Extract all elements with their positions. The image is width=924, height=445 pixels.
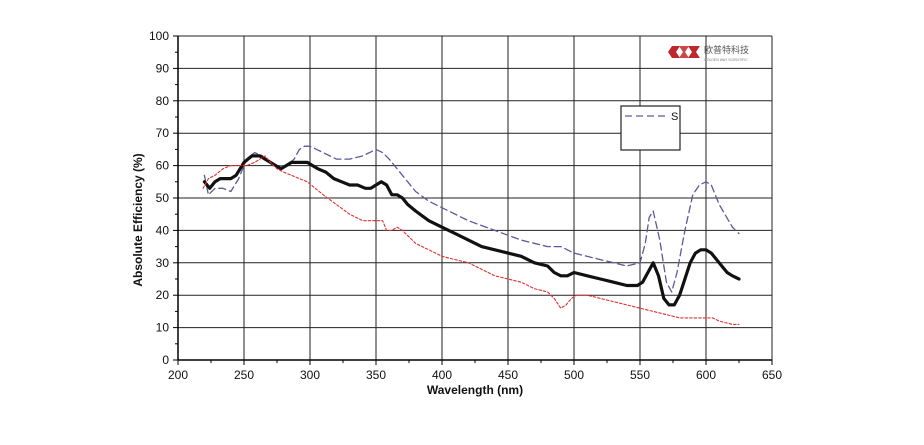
y-tick-label: 90	[156, 61, 170, 75]
y-tick-label: 100	[149, 29, 169, 43]
series-group	[202, 145, 741, 325]
y-tick-label: 70	[156, 126, 170, 140]
grid	[177, 35, 773, 361]
y-tick-label: 80	[156, 94, 170, 108]
y-tick-label: 40	[156, 223, 170, 237]
x-tick-label: 450	[498, 368, 518, 382]
y-tick-label: 20	[156, 288, 170, 302]
logo: 欧普特科技 GOLDEN WAY SCIENTIFIC	[668, 44, 749, 62]
y-axis-title: Absolute Efficiency (%)	[131, 153, 145, 286]
x-tick-label: 600	[696, 368, 716, 382]
x-tick-label: 550	[630, 368, 650, 382]
logo-en-text: GOLDEN WAY SCIENTIFIC	[704, 58, 748, 62]
x-tick-label: 250	[234, 368, 254, 382]
logo-mark-icon	[668, 46, 700, 58]
legend: S	[620, 105, 681, 151]
x-tick-label: 400	[432, 368, 452, 382]
axes: 0 10 20 30 40 50 60 70 80 90 100 200 250 300 350 400 450…	[149, 29, 782, 382]
x-tick-label: 200	[168, 368, 188, 382]
logo-cn-text: 欧普特科技	[704, 44, 749, 55]
x-tick-label: 650	[762, 368, 782, 382]
x-tick-label: 300	[300, 368, 320, 382]
x-axis-title: Wavelength (nm)	[427, 383, 523, 397]
series-line-2	[202, 154, 741, 307]
series-line-3	[202, 155, 740, 325]
legend-box	[620, 105, 681, 151]
y-tick-label: 60	[156, 159, 170, 173]
legend-label-s: S	[671, 111, 678, 123]
y-tick-label: 30	[156, 256, 170, 270]
y-tick-label: 0	[162, 353, 169, 367]
x-tick-label: 500	[564, 368, 584, 382]
y-tick-label: 50	[156, 191, 170, 205]
y-tick-label: 10	[156, 321, 170, 335]
x-tick-label: 350	[366, 368, 386, 382]
